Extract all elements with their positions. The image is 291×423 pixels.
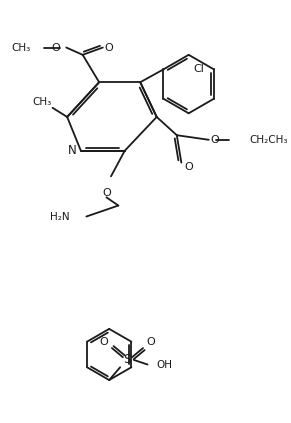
Text: CH₂CH₃: CH₂CH₃ (249, 135, 288, 145)
Text: S: S (123, 354, 132, 366)
Text: CH₃: CH₃ (11, 43, 31, 52)
Text: CH₃: CH₃ (32, 97, 51, 107)
Text: O: O (147, 337, 156, 347)
Text: OH: OH (157, 360, 173, 370)
Text: O: O (51, 43, 60, 52)
Text: O: O (102, 188, 111, 198)
Text: O: O (105, 43, 113, 52)
Text: O: O (184, 162, 193, 172)
Text: H₂N: H₂N (50, 212, 70, 222)
Text: N: N (68, 144, 77, 157)
Text: O: O (211, 135, 219, 145)
Text: O: O (99, 337, 108, 347)
Text: Cl: Cl (193, 63, 204, 74)
